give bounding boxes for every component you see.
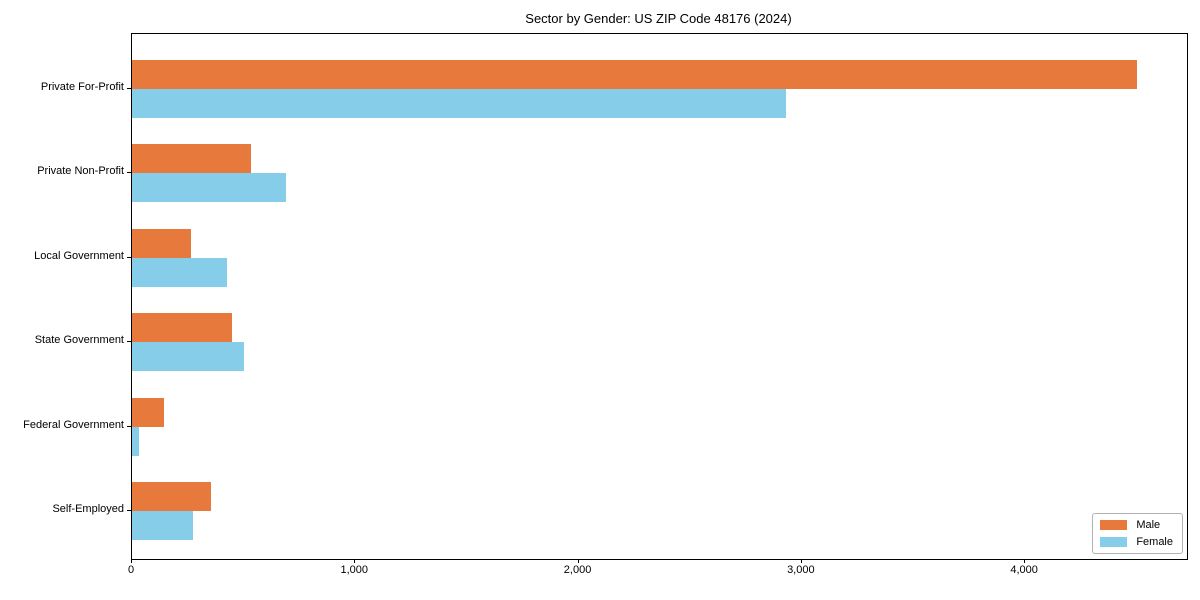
y-tick-label: Federal Government [23, 418, 124, 431]
bar-male-0 [132, 60, 1137, 89]
legend-item-female: Female [1100, 536, 1173, 548]
legend-label: Male [1136, 519, 1161, 531]
bar-female-0 [132, 89, 786, 118]
plot-area: Male Female [131, 33, 1188, 560]
x-tick-mark [354, 559, 356, 563]
bar-male-4 [132, 397, 164, 427]
y-tick-label: State Government [34, 334, 124, 347]
x-tick-label: 1,000 [340, 564, 369, 576]
y-tick-label: Private Non-Profit [37, 165, 124, 178]
x-tick-label: 3,000 [787, 564, 815, 576]
bar-female-3 [132, 342, 244, 372]
x-tick-mark [577, 559, 579, 563]
y-tick-label: Self-Employed [52, 503, 124, 515]
x-tick-label: 4,000 [1010, 564, 1038, 576]
bar-female-1 [132, 173, 286, 203]
y-tick-label: Local Government [34, 249, 124, 262]
y-tick-mark [127, 425, 131, 427]
y-tick-mark [127, 510, 131, 511]
x-tick-mark [131, 559, 132, 563]
y-tick-label: Private For-Profit [40, 81, 124, 93]
y-tick-mark [127, 172, 131, 174]
bar-male-3 [132, 313, 232, 343]
bar-female-4 [132, 426, 139, 456]
legend-item-male: Male [1100, 519, 1173, 531]
x-tick-label: 0 [127, 564, 135, 576]
bar-female-5 [132, 511, 193, 540]
x-tick-mark [800, 559, 802, 563]
bar-male-5 [132, 482, 211, 511]
legend-swatch-male [1100, 520, 1128, 530]
y-tick-mark [127, 341, 131, 343]
bar-female-2 [132, 257, 227, 287]
legend-label: Female [1136, 536, 1173, 548]
bar-male-1 [132, 144, 251, 174]
legend: Male Female [1092, 513, 1183, 554]
legend-swatch-female [1100, 537, 1128, 547]
chart-title: Sector by Gender: US ZIP Code 48176 (202… [525, 11, 792, 26]
y-tick-mark [127, 256, 131, 258]
y-tick-mark [127, 88, 131, 89]
x-tick-mark [1024, 559, 1026, 563]
x-tick-label: 2,000 [563, 564, 592, 576]
bar-male-2 [132, 228, 191, 258]
